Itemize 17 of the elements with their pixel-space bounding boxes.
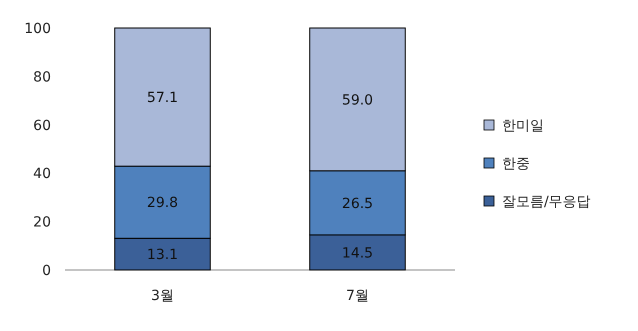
data-label: 29.8	[146, 195, 178, 212]
y-tick-label: 80	[33, 69, 51, 86]
data-label: 59.0	[342, 92, 374, 108]
legend-label: 한중	[502, 156, 530, 172]
data-label: 26.5	[342, 196, 374, 212]
y-tick-label: 60	[33, 118, 51, 134]
y-tick-label: 20	[33, 214, 51, 231]
y-tick-label: 40	[33, 166, 51, 182]
y-tick-label: 100	[24, 21, 51, 37]
x-tick-label: 3월	[151, 288, 174, 304]
x-tick-label: 7월	[346, 288, 369, 304]
data-label: 57.1	[146, 90, 178, 106]
data-label: 13.1	[146, 247, 178, 264]
y-tick-label: 0	[42, 263, 51, 279]
data-label: 14.5	[342, 245, 374, 262]
legend-label: 잘모름/무응답	[502, 194, 591, 210]
legend-label: 한미일	[502, 118, 544, 134]
